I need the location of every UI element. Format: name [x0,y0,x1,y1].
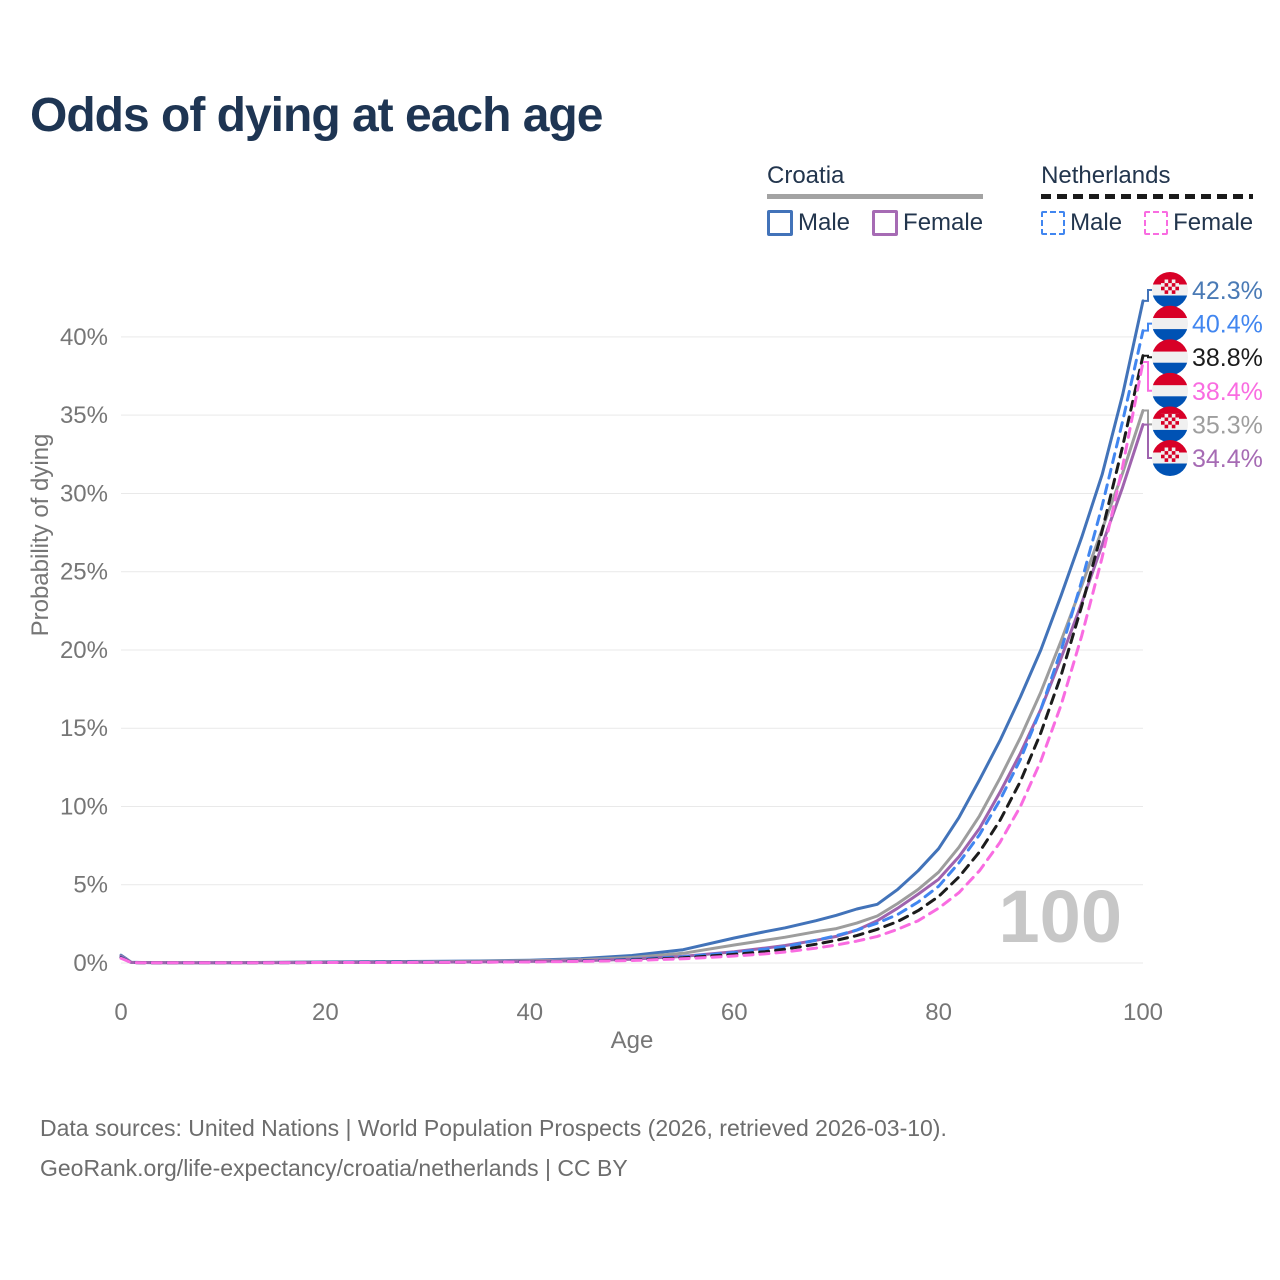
label-connector-croatia_female [1143,423,1152,459]
y-tick-label: 15% [60,715,108,742]
footer-data-sources: Data sources: United Nations | World Pop… [40,1115,947,1141]
series-line-croatia_male [119,299,1145,965]
netherlands-female-checkbox-icon[interactable] [1144,211,1169,235]
x-tick-label: 20 [312,999,339,1026]
y-tick-label: 35% [60,402,108,429]
legend-country-label-croatia[interactable]: Croatia [767,162,845,189]
netherlands-dashed-line-swatch [1041,194,1254,199]
label-connector-netherlands_male [1143,322,1152,332]
footer: Data sources: United Nations | World Pop… [40,1108,947,1188]
data-series-lines [119,299,1145,965]
label-connector-croatia_male [1143,289,1152,302]
hovered-age-watermark: 100 [999,875,1122,958]
x-axis-title: Age [611,1027,654,1054]
legend-group-croatia: Croatia Male Female [767,162,984,237]
series-line-croatia_female [119,423,1145,965]
legend-item-label: Male [798,209,851,236]
croatia-flag-icon [1152,272,1188,308]
croatia-solid-line-swatch [767,194,984,199]
x-tick-label: 80 [925,999,952,1026]
netherlands-flag-icon [1152,305,1188,342]
label-connector-netherlands_female [1143,360,1152,392]
end-value-label-croatia_male: 42.3% [1192,277,1263,305]
netherlands-male-checkbox-icon[interactable] [1041,211,1066,235]
legend-item-label: Female [903,209,984,236]
x-tick-label: 100 [1123,999,1163,1026]
y-tick-label: 10% [60,793,108,820]
legend-country-label-netherlands[interactable]: Netherlands [1041,162,1171,189]
legend-item-label: Male [1070,209,1123,236]
x-tick-label: 60 [721,999,748,1026]
y-tick-label: 5% [73,872,108,899]
y-tick-label: 25% [60,559,108,586]
page-title: Odds of dying at each age [30,89,603,142]
label-connector-croatia_both [1143,409,1152,426]
croatia-flag-icon [1152,406,1188,443]
end-value-label-croatia_female: 34.4% [1192,445,1263,473]
x-tick-label: 40 [516,999,543,1026]
legend-item-netherlands-male[interactable]: Male [1041,209,1122,237]
legend: Croatia Male Female Netherlands Male [767,162,1254,237]
legend-items-netherlands: Male Female [1041,209,1253,237]
label-connector-netherlands_both [1143,354,1152,359]
series-line-netherlands_female [119,360,1145,965]
gridlines [121,336,1143,964]
end-value-label-netherlands_female: 38.4% [1192,378,1263,406]
x-axis-tick-labels: 0 20 40 60 80 100 [114,999,1163,1026]
y-tick-label: 40% [60,324,108,351]
legend-items-croatia: Male Female [767,209,983,237]
x-tick-label: 0 [114,999,127,1026]
series-line-netherlands_both [119,354,1145,965]
legend-group-netherlands: Netherlands Male Female [1041,162,1254,237]
netherlands-flag-icon [1152,372,1188,409]
end-value-label-netherlands_both: 38.8% [1192,344,1263,372]
end-value-labels: 42.3% 40.4% 38.8% 38.4% 35.3% 34.4% [1143,272,1263,476]
series-line-netherlands_male [119,329,1145,965]
y-axis-tick-labels: 0% 5% 10% 15% 20% 25% 30% 35% 40% [60,324,108,977]
end-value-label-croatia_both: 35.3% [1192,411,1263,439]
croatia-male-checkbox-icon[interactable] [767,210,793,236]
end-value-label-netherlands_male: 40.4% [1192,311,1263,339]
y-axis-title: Probability of dying [27,434,54,637]
legend-item-croatia-female[interactable]: Female [872,209,983,237]
legend-item-croatia-male[interactable]: Male [767,209,850,237]
legend-item-netherlands-female[interactable]: Female [1144,209,1253,237]
y-tick-label: 30% [60,480,108,507]
legend-item-label: Female [1173,209,1254,236]
y-tick-label: 20% [60,637,108,664]
footer-attribution-link: GeoRank.org/life-expectancy/croatia/neth… [40,1155,628,1181]
croatia-female-checkbox-icon[interactable] [872,210,899,236]
netherlands-flag-icon [1152,339,1188,376]
croatia-flag-icon [1152,440,1188,476]
y-tick-label: 0% [73,950,108,977]
